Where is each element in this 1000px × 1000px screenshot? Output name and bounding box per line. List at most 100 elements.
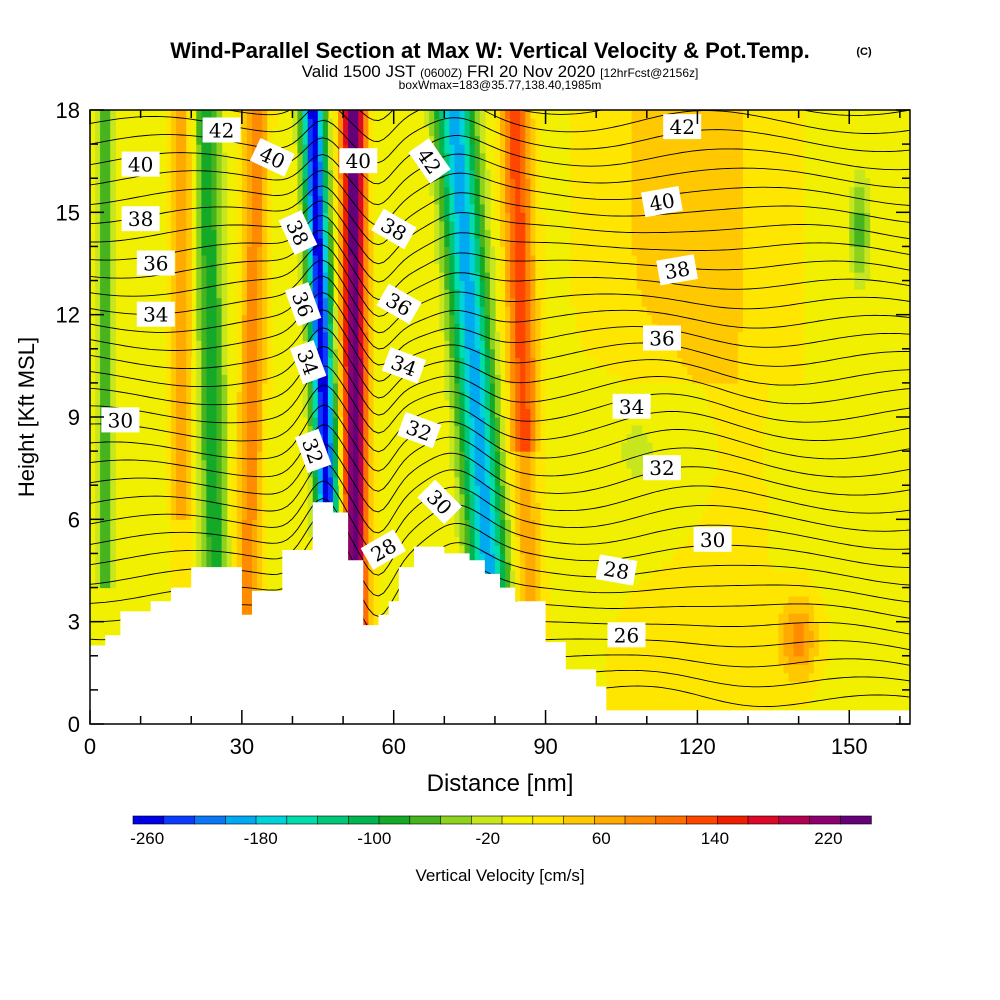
velocity-cell [267, 510, 273, 520]
velocity-cell [171, 289, 177, 299]
velocity-cell [246, 476, 253, 486]
velocity-cell [231, 348, 238, 358]
velocity-cell [545, 365, 552, 375]
velocity-cell [191, 493, 197, 503]
velocity-cell [439, 135, 445, 145]
velocity-cell [267, 562, 273, 572]
velocity-cell [196, 519, 202, 529]
velocity-cell [186, 391, 192, 401]
velocity-cell [454, 220, 461, 230]
velocity-cell [226, 553, 233, 563]
velocity-cell [626, 604, 633, 614]
velocity-cell [165, 596, 172, 606]
velocity-cell [176, 118, 182, 128]
velocity-cell [262, 493, 268, 503]
velocity-cell [312, 340, 319, 350]
velocity-cell [231, 314, 238, 324]
velocity-cell [257, 280, 263, 290]
velocity-cell [520, 391, 526, 401]
velocity-cell [201, 237, 208, 247]
velocity-cell [505, 169, 511, 179]
velocity-cell [246, 587, 253, 597]
velocity-cell [176, 135, 182, 145]
velocity-cell [110, 391, 116, 401]
velocity-cell [626, 451, 633, 461]
velocity-cell [176, 519, 182, 529]
velocity-cell [459, 340, 466, 350]
velocity-cell [176, 144, 182, 154]
velocity-cell [327, 374, 334, 384]
velocity-cell [221, 476, 228, 486]
velocity-cell [545, 519, 552, 529]
velocity-cell [641, 365, 648, 375]
velocity-cell [469, 237, 476, 247]
velocity-cell [606, 186, 612, 196]
velocity-cell [636, 655, 643, 665]
velocity-cell [333, 186, 339, 196]
velocity-cell [262, 365, 268, 375]
velocity-cell [176, 562, 182, 572]
velocity-cell [211, 340, 218, 350]
velocity-cell [262, 408, 268, 418]
velocity-cell [464, 382, 471, 392]
velocity-cell [459, 442, 466, 452]
velocity-cell [510, 212, 516, 222]
velocity-cell [312, 476, 319, 486]
velocity-cell [449, 178, 456, 188]
velocity-cell [479, 212, 486, 222]
velocity-cell [181, 195, 187, 205]
velocity-cell [525, 144, 531, 154]
velocity-cell [459, 118, 466, 128]
velocity-cell [211, 178, 218, 188]
velocity-cell [231, 519, 238, 529]
velocity-cell [494, 425, 501, 435]
velocity-cell [464, 476, 471, 486]
velocity-cell [535, 135, 542, 145]
velocity-cell [439, 203, 445, 213]
velocity-cell [246, 169, 253, 179]
velocity-cell [262, 476, 268, 486]
velocity-cell [621, 152, 628, 162]
velocity-cell [611, 135, 618, 145]
velocity-cell [489, 340, 496, 350]
velocity-cell [494, 365, 501, 375]
velocity-cell [307, 417, 314, 427]
velocity-cell [540, 365, 547, 375]
velocity-cell [510, 323, 516, 333]
velocity-cell [535, 212, 542, 222]
velocity-cell [560, 237, 567, 247]
velocity-cell [348, 485, 354, 495]
velocity-cell [510, 203, 516, 213]
velocity-cell [211, 536, 218, 546]
velocity-cell [176, 408, 182, 418]
velocity-cell [363, 596, 369, 606]
velocity-cell [236, 357, 243, 367]
velocity-cell [444, 272, 450, 282]
velocity-cell [545, 212, 552, 222]
velocity-cell [95, 553, 101, 563]
velocity-cell [302, 331, 309, 341]
velocity-cell [196, 110, 202, 120]
velocity-cell [246, 399, 253, 409]
velocity-cell [641, 357, 648, 367]
velocity-cell [100, 391, 106, 401]
velocity-cell [358, 263, 364, 273]
velocity-cell [216, 502, 223, 512]
velocity-cell [105, 331, 111, 341]
velocity-cell [484, 502, 491, 512]
velocity-cell [489, 255, 496, 265]
velocity-cell [626, 459, 633, 469]
velocity-cell [484, 493, 491, 503]
velocity-cell [95, 220, 101, 230]
velocity-cell [500, 127, 506, 137]
velocity-cell [100, 357, 106, 367]
velocity-cell [246, 110, 253, 120]
velocity-cell [636, 169, 643, 179]
velocity-cell [257, 374, 263, 384]
velocity-cell [611, 587, 618, 597]
velocity-cell [505, 434, 511, 444]
velocity-cell [545, 331, 552, 341]
velocity-cell [530, 365, 537, 375]
velocity-cell [424, 118, 430, 128]
velocity-cell [105, 510, 111, 520]
